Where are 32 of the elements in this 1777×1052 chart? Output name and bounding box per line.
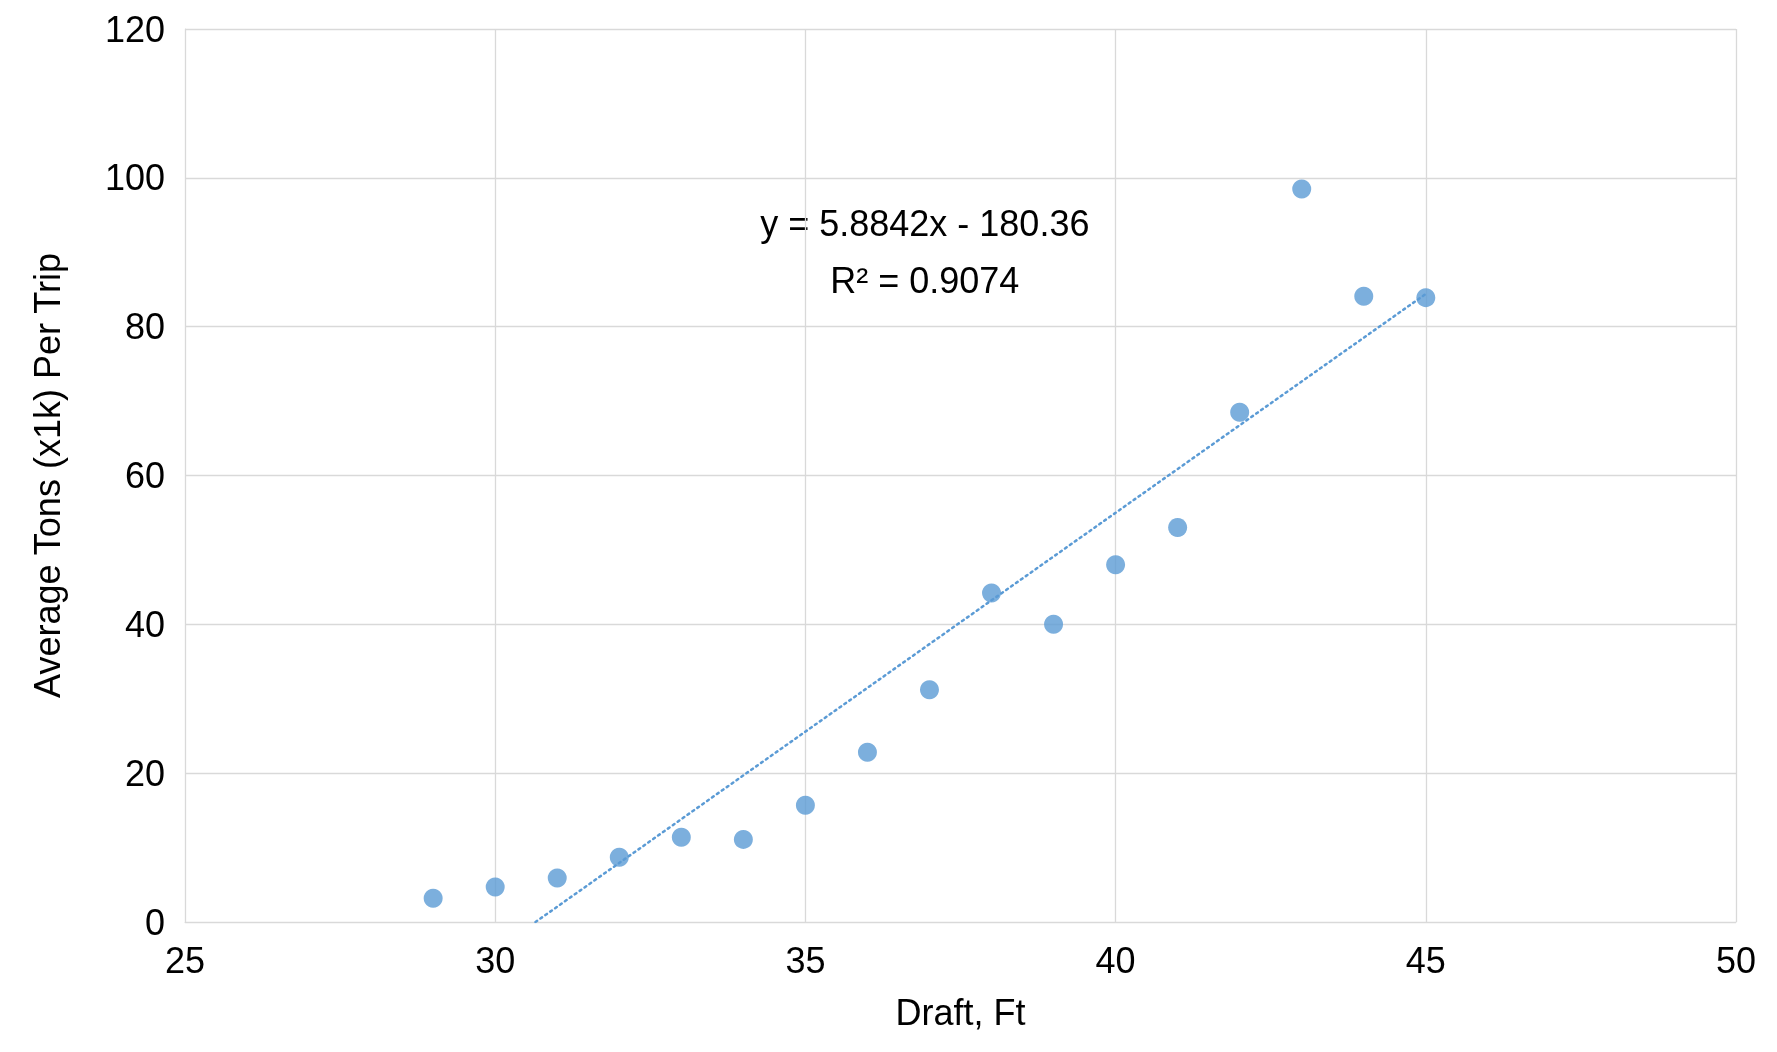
point [1354, 286, 1374, 306]
point [795, 795, 815, 815]
y-tick-label: 80 [124, 306, 165, 348]
point [733, 829, 753, 849]
x-tick-label: 25 [164, 939, 206, 981]
annotation: R² = 0.9074 [830, 259, 1020, 301]
x-tick-label: 45 [1405, 939, 1446, 981]
point [1292, 179, 1312, 199]
y-tick-label: 0 [144, 901, 165, 943]
y-tick-label: 20 [124, 752, 165, 794]
y-tick-label: 100 [104, 157, 165, 199]
point [857, 742, 877, 762]
point [1230, 402, 1250, 422]
point [1416, 288, 1436, 308]
y-tick-label: 120 [104, 8, 165, 50]
point [1044, 614, 1064, 634]
point [547, 868, 567, 888]
y-axis-title: Average Tons (x1k) Per Trip [26, 253, 68, 698]
x-axis-title: Draft, Ft [895, 991, 1026, 1033]
point [1168, 518, 1188, 538]
point [485, 877, 505, 897]
x-tick-label: 35 [785, 939, 826, 981]
x-tick-label: 50 [1715, 939, 1757, 981]
x-tick-label: 40 [1095, 939, 1136, 981]
y-tick-label: 60 [124, 455, 165, 496]
y-tick-label: 40 [124, 603, 165, 645]
point [1106, 555, 1126, 575]
point [671, 827, 691, 847]
point [423, 888, 443, 908]
x-tick-label: 30 [475, 939, 516, 981]
point [982, 583, 1002, 603]
point [920, 680, 939, 700]
